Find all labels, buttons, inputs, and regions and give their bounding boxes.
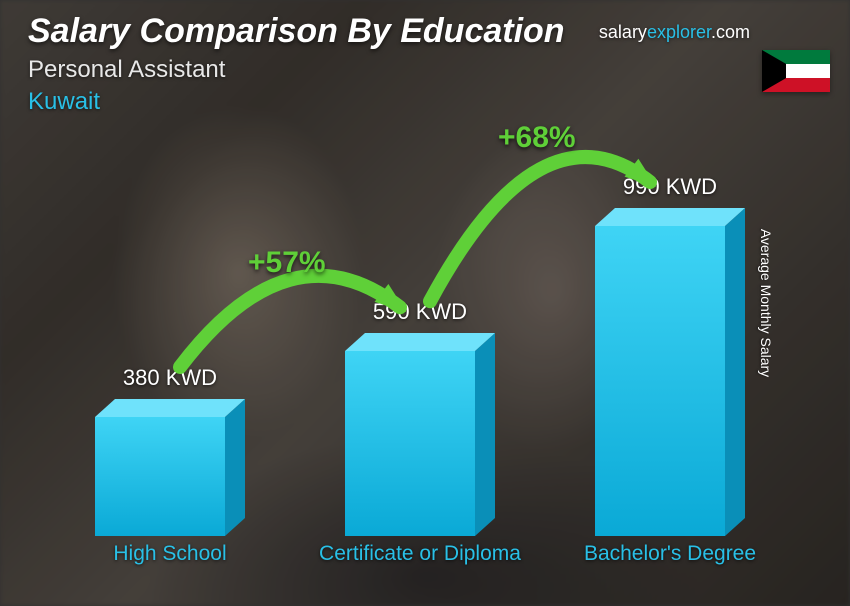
brand-logo: salaryexplorer.com (599, 22, 750, 43)
bar-category-label: Certificate or Diploma (310, 542, 530, 566)
brand-suffix: .com (711, 22, 750, 42)
increase-percent-label: +68% (498, 121, 576, 155)
chart-subtitle: Personal Assistant (28, 56, 225, 84)
bar-category-label: High School (60, 542, 280, 566)
brand-mid: explorer (647, 22, 711, 42)
increase-arrow (60, 120, 780, 536)
chart-country: Kuwait (28, 88, 100, 116)
brand-prefix: salary (599, 22, 647, 42)
content-layer: Salary Comparison By Education Personal … (0, 0, 850, 606)
kuwait-flag-icon (762, 50, 830, 92)
chart-title: Salary Comparison By Education (28, 12, 565, 51)
bar-chart: 380 KWDHigh School590 KWDCertificate or … (60, 120, 780, 536)
bar-category-label: Bachelor's Degree (560, 542, 780, 566)
